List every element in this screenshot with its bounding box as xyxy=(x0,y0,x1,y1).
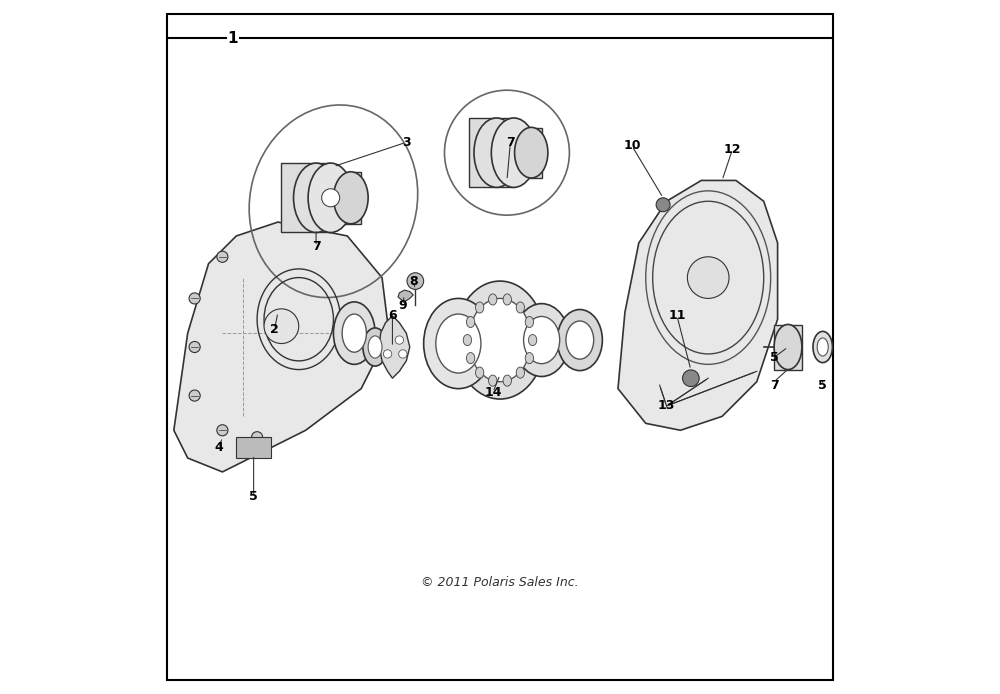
Ellipse shape xyxy=(776,328,801,366)
Ellipse shape xyxy=(475,302,484,313)
Polygon shape xyxy=(236,437,271,458)
Text: 8: 8 xyxy=(409,275,418,287)
Circle shape xyxy=(407,273,424,289)
Circle shape xyxy=(383,350,392,358)
FancyBboxPatch shape xyxy=(774,325,802,370)
Polygon shape xyxy=(174,222,389,472)
Ellipse shape xyxy=(491,118,536,187)
Ellipse shape xyxy=(363,328,387,366)
Ellipse shape xyxy=(516,367,525,378)
Ellipse shape xyxy=(508,144,519,161)
Ellipse shape xyxy=(503,375,511,386)
Text: 3: 3 xyxy=(402,136,411,149)
Circle shape xyxy=(189,390,200,401)
Circle shape xyxy=(395,336,404,344)
Ellipse shape xyxy=(774,325,802,369)
Ellipse shape xyxy=(494,124,533,182)
Circle shape xyxy=(683,370,699,387)
Polygon shape xyxy=(660,229,757,326)
Ellipse shape xyxy=(779,332,797,362)
Circle shape xyxy=(217,425,228,436)
Ellipse shape xyxy=(333,172,368,223)
FancyBboxPatch shape xyxy=(281,163,330,232)
Polygon shape xyxy=(618,180,778,430)
Text: 7: 7 xyxy=(506,136,515,149)
Text: 12: 12 xyxy=(724,143,741,155)
Ellipse shape xyxy=(516,302,525,313)
Ellipse shape xyxy=(489,294,497,305)
Text: 5: 5 xyxy=(770,351,779,364)
Polygon shape xyxy=(398,290,413,302)
Ellipse shape xyxy=(294,163,339,232)
Ellipse shape xyxy=(782,337,794,357)
Ellipse shape xyxy=(333,302,375,364)
Circle shape xyxy=(252,432,263,443)
Ellipse shape xyxy=(528,335,537,346)
Ellipse shape xyxy=(525,353,534,364)
Circle shape xyxy=(399,350,407,358)
Text: 7: 7 xyxy=(770,379,779,391)
Ellipse shape xyxy=(424,298,493,389)
Text: 6: 6 xyxy=(388,310,397,322)
Ellipse shape xyxy=(785,341,792,353)
Ellipse shape xyxy=(813,332,832,362)
Polygon shape xyxy=(312,179,349,217)
Ellipse shape xyxy=(475,367,484,378)
Circle shape xyxy=(656,198,670,212)
Text: 1: 1 xyxy=(228,31,238,46)
Ellipse shape xyxy=(514,304,569,376)
Ellipse shape xyxy=(504,138,524,167)
Circle shape xyxy=(264,309,299,344)
Ellipse shape xyxy=(817,338,828,356)
Ellipse shape xyxy=(463,335,472,346)
Polygon shape xyxy=(379,316,410,378)
Circle shape xyxy=(217,251,228,262)
Ellipse shape xyxy=(342,314,366,353)
Text: 11: 11 xyxy=(668,310,686,322)
Text: 7: 7 xyxy=(312,240,320,253)
Polygon shape xyxy=(243,288,320,364)
Ellipse shape xyxy=(566,321,594,359)
Ellipse shape xyxy=(515,128,548,178)
Ellipse shape xyxy=(525,316,534,328)
Circle shape xyxy=(189,341,200,353)
Text: 9: 9 xyxy=(399,299,407,312)
Ellipse shape xyxy=(499,130,528,174)
Ellipse shape xyxy=(311,170,350,226)
Ellipse shape xyxy=(325,190,336,205)
Circle shape xyxy=(322,189,340,207)
Text: 10: 10 xyxy=(623,139,641,152)
Ellipse shape xyxy=(503,294,511,305)
Ellipse shape xyxy=(308,163,353,232)
Ellipse shape xyxy=(466,316,475,328)
Ellipse shape xyxy=(455,281,545,399)
Text: 5: 5 xyxy=(249,490,258,502)
Ellipse shape xyxy=(466,353,475,364)
Ellipse shape xyxy=(321,184,340,212)
Ellipse shape xyxy=(469,298,531,382)
Text: 13: 13 xyxy=(658,400,675,412)
FancyBboxPatch shape xyxy=(330,172,361,224)
Circle shape xyxy=(687,257,729,298)
Text: 4: 4 xyxy=(215,441,223,454)
Ellipse shape xyxy=(436,314,481,373)
Text: 2: 2 xyxy=(270,323,279,336)
FancyBboxPatch shape xyxy=(514,128,542,178)
Text: 5: 5 xyxy=(818,379,827,391)
Ellipse shape xyxy=(474,118,519,187)
Circle shape xyxy=(189,293,200,304)
Ellipse shape xyxy=(316,177,345,219)
Text: © 2011 Polaris Sales Inc.: © 2011 Polaris Sales Inc. xyxy=(421,577,579,589)
Ellipse shape xyxy=(524,316,560,364)
Ellipse shape xyxy=(557,310,602,371)
Ellipse shape xyxy=(489,375,497,386)
Text: 14: 14 xyxy=(484,386,502,398)
Ellipse shape xyxy=(368,336,382,358)
FancyBboxPatch shape xyxy=(469,118,514,187)
